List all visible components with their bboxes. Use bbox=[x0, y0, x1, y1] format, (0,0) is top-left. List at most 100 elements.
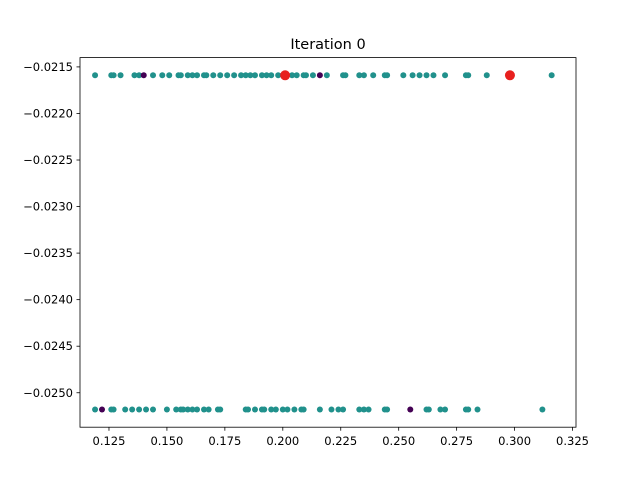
data-point bbox=[340, 406, 347, 413]
data-point bbox=[110, 72, 117, 79]
data-point bbox=[293, 72, 300, 79]
data-point bbox=[548, 72, 555, 79]
y-tick-label: −0.0220 bbox=[23, 106, 73, 120]
data-point bbox=[136, 406, 143, 413]
data-point bbox=[251, 406, 258, 413]
y-tick-label: −0.0215 bbox=[23, 60, 73, 74]
data-point bbox=[300, 406, 307, 413]
data-point bbox=[302, 72, 309, 79]
y-tick-label: −0.0245 bbox=[23, 339, 73, 353]
data-point bbox=[272, 406, 279, 413]
data-point bbox=[194, 406, 201, 413]
x-tick-label: 0.275 bbox=[440, 434, 473, 448]
data-point bbox=[407, 406, 414, 413]
best-point bbox=[280, 70, 291, 81]
data-point bbox=[442, 72, 449, 79]
data-point bbox=[184, 406, 191, 413]
data-point bbox=[224, 72, 231, 79]
data-point bbox=[268, 406, 275, 413]
data-point bbox=[400, 72, 407, 79]
data-point bbox=[284, 406, 291, 413]
data-point bbox=[430, 72, 437, 79]
points-layer bbox=[92, 70, 555, 413]
data-point bbox=[159, 72, 166, 79]
data-point bbox=[150, 72, 157, 79]
data-point bbox=[238, 72, 245, 79]
data-point bbox=[163, 406, 170, 413]
data-point bbox=[258, 72, 265, 79]
data-point bbox=[356, 406, 363, 413]
data-point bbox=[99, 406, 106, 413]
data-point bbox=[425, 406, 432, 413]
data-point bbox=[245, 406, 252, 413]
data-point bbox=[316, 72, 323, 79]
y-tick-label: −0.0235 bbox=[23, 246, 73, 260]
data-point bbox=[173, 406, 180, 413]
data-point bbox=[309, 72, 316, 79]
data-point bbox=[275, 72, 282, 79]
data-point bbox=[247, 72, 254, 79]
data-point bbox=[328, 406, 335, 413]
data-point bbox=[242, 72, 249, 79]
data-point bbox=[231, 72, 238, 79]
data-point bbox=[384, 406, 391, 413]
data-point bbox=[205, 406, 212, 413]
data-point bbox=[110, 406, 117, 413]
data-point bbox=[189, 72, 196, 79]
data-point bbox=[384, 72, 391, 79]
x-tick-label: 0.175 bbox=[208, 434, 241, 448]
data-point bbox=[251, 72, 258, 79]
data-point bbox=[203, 72, 210, 79]
data-point bbox=[423, 72, 430, 79]
data-point bbox=[323, 72, 330, 79]
data-point bbox=[409, 72, 416, 79]
data-point bbox=[92, 406, 99, 413]
data-point bbox=[539, 406, 546, 413]
data-point bbox=[150, 406, 157, 413]
x-tick-label: 0.325 bbox=[556, 434, 589, 448]
x-axis: 0.125 0.150 0.175 0.200 0.225 0.250 0.275 0.300… bbox=[93, 427, 589, 448]
data-point bbox=[129, 406, 136, 413]
data-point bbox=[189, 406, 196, 413]
data-point bbox=[483, 72, 490, 79]
data-point bbox=[117, 72, 124, 79]
data-point bbox=[437, 406, 444, 413]
data-point bbox=[474, 406, 481, 413]
data-point bbox=[166, 72, 173, 79]
x-tick-label: 0.225 bbox=[324, 434, 357, 448]
data-point bbox=[217, 406, 224, 413]
x-tick-label: 0.200 bbox=[266, 434, 299, 448]
data-point bbox=[136, 72, 143, 79]
data-point bbox=[360, 72, 367, 79]
data-point bbox=[289, 72, 296, 79]
x-tick-label: 0.250 bbox=[382, 434, 415, 448]
y-tick-label: −0.0250 bbox=[23, 386, 73, 400]
plot-frame bbox=[79, 57, 577, 428]
x-tick-label: 0.125 bbox=[93, 434, 126, 448]
data-point bbox=[143, 406, 150, 413]
data-point bbox=[356, 72, 363, 79]
data-point bbox=[263, 72, 270, 79]
data-point bbox=[335, 406, 342, 413]
x-tick-label: 0.300 bbox=[498, 434, 531, 448]
data-point bbox=[360, 406, 367, 413]
data-point bbox=[442, 406, 449, 413]
data-point bbox=[342, 72, 349, 79]
data-point bbox=[416, 72, 423, 79]
data-point bbox=[279, 406, 286, 413]
data-point bbox=[316, 406, 323, 413]
data-point bbox=[184, 72, 191, 79]
data-point bbox=[268, 72, 275, 79]
y-tick-label: −0.0230 bbox=[23, 200, 73, 214]
x-tick-label: 0.150 bbox=[150, 434, 183, 448]
data-point bbox=[177, 72, 184, 79]
y-axis: −0.0215 −0.0220 −0.0225 −0.0230 −0.0235 −0.02… bbox=[23, 60, 80, 400]
data-point bbox=[122, 406, 129, 413]
data-point bbox=[291, 406, 298, 413]
data-point bbox=[365, 406, 372, 413]
data-point bbox=[261, 406, 268, 413]
best-point bbox=[504, 70, 515, 81]
data-point bbox=[140, 72, 147, 79]
data-point bbox=[370, 72, 377, 79]
data-point bbox=[180, 406, 187, 413]
